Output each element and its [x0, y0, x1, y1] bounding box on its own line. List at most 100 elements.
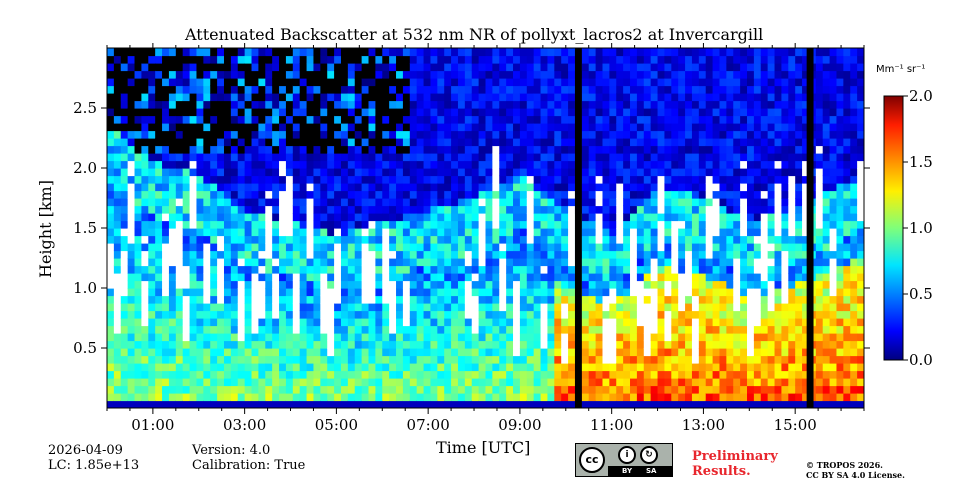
heatmap-cell [396, 400, 404, 408]
heatmap-cell [217, 213, 225, 222]
heatmap-cell [760, 250, 769, 259]
heatmap-cell [451, 310, 459, 319]
heatmap-cell [802, 115, 810, 124]
heatmap-cell [272, 348, 280, 357]
heatmap-cell [182, 70, 191, 79]
heatmap-cell [327, 325, 335, 334]
heatmap-cell [320, 370, 328, 379]
heatmap-cell [279, 115, 287, 124]
heatmap-cell [815, 198, 824, 207]
heatmap-cell [258, 220, 266, 229]
heatmap-cell [712, 168, 721, 177]
heatmap-cell [547, 258, 555, 267]
heatmap-cell [437, 205, 445, 214]
heatmap-cell [175, 183, 184, 192]
heatmap-cell [561, 288, 569, 297]
heatmap-cell [285, 363, 294, 372]
heatmap-cell [691, 85, 700, 94]
heatmap-cell [781, 63, 789, 72]
heatmap-cell [347, 48, 356, 57]
heatmap-cell [485, 273, 493, 282]
heatmap-cell [113, 198, 122, 207]
heatmap-cell [547, 70, 555, 79]
heatmap-cell [650, 378, 659, 387]
heatmap-cell [719, 250, 727, 259]
heatmap-cell [733, 93, 741, 102]
heatmap-cell [733, 303, 741, 312]
heatmap-cell [230, 108, 239, 117]
heatmap-cell [492, 243, 500, 252]
heatmap-cell [457, 318, 466, 327]
heatmap-cell [540, 310, 549, 319]
heatmap-cell [540, 288, 549, 297]
heatmap-cell [279, 145, 287, 154]
heatmap-cell [795, 318, 803, 327]
heatmap-cell [499, 250, 507, 259]
heatmap-cell [265, 160, 273, 169]
heatmap-cell [313, 138, 321, 147]
heatmap-cell [499, 288, 507, 297]
heatmap-cell [299, 348, 308, 357]
heatmap-cell [650, 100, 659, 109]
heatmap-cell [368, 63, 376, 72]
heatmap-cell [464, 393, 473, 402]
heatmap-cell [561, 205, 569, 214]
heatmap-cell [657, 153, 666, 162]
heatmap-cell [781, 355, 789, 364]
heatmap-cell [389, 70, 397, 79]
heatmap-cell [396, 108, 404, 117]
heatmap-cell [540, 48, 549, 57]
heatmap-cell [168, 310, 177, 319]
heatmap-cell [650, 295, 659, 304]
heatmap-cell [148, 310, 156, 319]
heatmap-cell [292, 250, 301, 259]
heatmap-cell [533, 228, 542, 237]
heatmap-cell [285, 70, 294, 79]
heatmap-cell [561, 355, 569, 364]
heatmap-cell [120, 205, 129, 214]
heatmap-cell [182, 400, 191, 408]
heatmap-cell [760, 378, 769, 387]
heatmap-cell [203, 70, 211, 79]
heatmap-cell [210, 168, 218, 177]
heatmap-cell [547, 168, 555, 177]
heatmap-cell [423, 160, 432, 169]
heatmap-cell [120, 183, 129, 192]
heatmap-cell [299, 168, 308, 177]
heatmap-cell [141, 130, 149, 139]
heatmap-cell [223, 160, 232, 169]
heatmap-cell [712, 175, 721, 184]
heatmap-cell [223, 235, 232, 244]
heatmap-cell [155, 363, 163, 372]
heatmap-cell [223, 385, 232, 394]
heatmap-cell [389, 48, 397, 57]
heatmap-cell [313, 348, 321, 357]
heatmap-cell [340, 130, 349, 139]
heatmap-cell [389, 85, 397, 94]
heatmap-cell [561, 333, 569, 342]
heatmap-cell [162, 280, 170, 289]
heatmap-cell [636, 63, 645, 72]
heatmap-cell [464, 70, 473, 79]
heatmap-cell [217, 378, 225, 387]
heatmap-cell [588, 70, 597, 79]
heatmap-cell [258, 93, 266, 102]
heatmap-cell [774, 288, 783, 297]
heatmap-cell [279, 325, 287, 334]
heatmap-cell [478, 138, 487, 147]
heatmap-cell [155, 100, 163, 109]
heatmap-cell [595, 175, 604, 184]
heatmap-cell [630, 280, 638, 289]
heatmap-cell [478, 63, 487, 72]
heatmap-cell [223, 198, 232, 207]
heatmap-cell [203, 378, 211, 387]
heatmap-cell [643, 378, 652, 387]
heatmap-cell [444, 348, 452, 357]
heatmap-cell [107, 273, 115, 282]
heatmap-cell [657, 235, 666, 244]
heatmap-cell [127, 78, 136, 87]
heatmap-cell [347, 55, 356, 64]
heatmap-cell [361, 370, 370, 379]
heatmap-cell [774, 385, 783, 394]
heatmap-cell [568, 295, 576, 304]
